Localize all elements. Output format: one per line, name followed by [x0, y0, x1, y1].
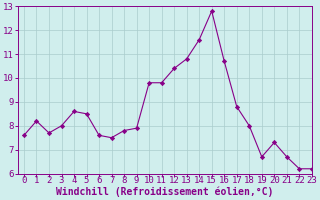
- X-axis label: Windchill (Refroidissement éolien,°C): Windchill (Refroidissement éolien,°C): [56, 187, 274, 197]
